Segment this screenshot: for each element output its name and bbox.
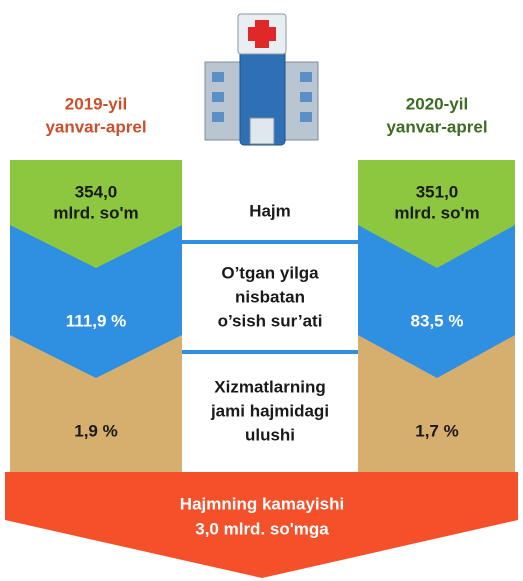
footer-arrow: [5, 472, 518, 578]
left-value: 1,9 %: [74, 421, 117, 440]
right-value: mlrd. so'm: [394, 203, 479, 222]
row-label: jami hajmidagi: [210, 401, 329, 420]
divider: [182, 240, 358, 244]
row-label: o’sish sur’ati: [218, 311, 323, 330]
hospital-icon: [204, 13, 319, 146]
left-header: yanvar-aprel: [45, 117, 146, 136]
row-label: O’tgan yilga: [221, 263, 319, 282]
right-header: yanvar-aprel: [386, 117, 487, 136]
left-header: 2019-yil: [65, 94, 127, 113]
footer-text: 3,0 mlrd. so'mga: [195, 519, 329, 538]
left-value: mlrd. so'm: [53, 203, 138, 222]
left-value: 354,0: [75, 182, 118, 201]
divider: [182, 350, 358, 354]
footer-text: Hajmning kamayishi: [180, 494, 344, 513]
right-header: 2020-yil: [406, 94, 468, 113]
right-value: 1,7 %: [415, 421, 458, 440]
row-label: Hajm: [249, 201, 291, 220]
row-label: ulushi: [245, 425, 295, 444]
right-column: [358, 160, 515, 475]
left-column: [10, 160, 182, 475]
row-label: nisbatan: [235, 287, 305, 306]
left-value: 111,9 %: [66, 311, 127, 330]
right-value: 83,5 %: [411, 311, 464, 330]
right-value: 351,0: [416, 182, 459, 201]
row-label: Xizmatlarning: [214, 377, 325, 396]
